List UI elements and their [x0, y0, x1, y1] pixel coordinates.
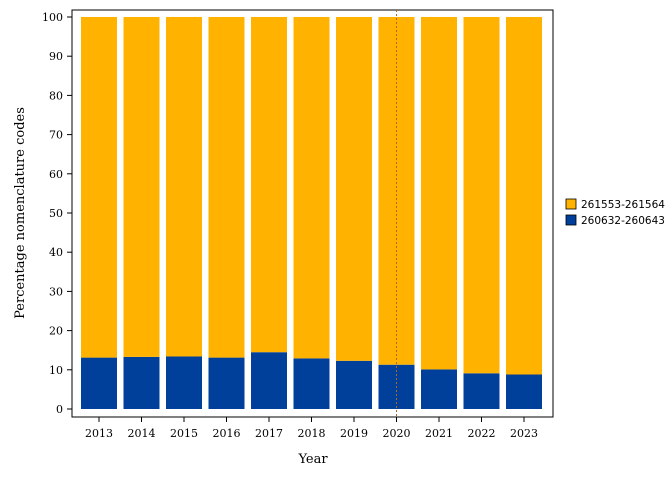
- bar-segment-2017-series-2: [251, 17, 287, 353]
- x-tick-label-2023: 2023: [510, 427, 538, 440]
- y-axis-title: Percentage nomenclature codes: [13, 107, 28, 319]
- y-axis: 0 10 20 30 40 50 60 70 80 90 100: [42, 11, 72, 416]
- x-axis-title: Year: [297, 452, 328, 467]
- y-tick-label-40: 40: [49, 246, 63, 259]
- bar-segment-2019-series-1: [336, 360, 372, 409]
- bar-segment-2023-series-2: [506, 17, 542, 375]
- legend-swatch-260632-260643: [565, 214, 577, 226]
- x-tick-label-2013: 2013: [85, 427, 113, 440]
- legend: 261553-261564 260632-260643: [565, 198, 665, 227]
- bars-group: [81, 17, 542, 409]
- bar-segment-2014-series-2: [123, 17, 160, 357]
- bar-segment-2016-series-2: [208, 17, 245, 358]
- bar-segment-2017-series-1: [251, 352, 287, 409]
- bar-segment-2015-series-1: [166, 356, 202, 409]
- bar-segment-2014-series-1: [123, 356, 160, 409]
- y-tick-label-80: 80: [49, 89, 63, 102]
- y-tick-label-50: 50: [49, 207, 63, 220]
- bar-segment-2018-series-2: [293, 17, 330, 359]
- bar-segment-2015-series-2: [166, 17, 202, 357]
- y-tick-label-70: 70: [49, 129, 63, 142]
- x-tick-label-2016: 2016: [213, 427, 241, 440]
- x-tick-label-2022: 2022: [468, 427, 496, 440]
- x-axis: 2013 2014 2015 2016 2017 2018 2019 2020 2021 2022…: [85, 417, 538, 440]
- x-tick-label-2019: 2019: [340, 427, 368, 440]
- y-tick-label-60: 60: [49, 168, 63, 181]
- x-tick-label-2021: 2021: [425, 427, 453, 440]
- y-tick-label-20: 20: [49, 325, 63, 338]
- bar-segment-2013-series-2: [81, 17, 117, 358]
- bar-segment-2021-series-2: [421, 17, 457, 370]
- x-tick-label-2020: 2020: [383, 427, 411, 440]
- bar-segment-2023-series-1: [506, 374, 542, 409]
- bar-segment-2022-series-2: [463, 17, 500, 374]
- x-tick-label-2014: 2014: [128, 427, 156, 440]
- bar-segment-2016-series-1: [208, 357, 245, 409]
- bar-segment-2022-series-1: [463, 373, 500, 409]
- y-tick-label-30: 30: [49, 285, 63, 298]
- bar-segment-2019-series-2: [336, 17, 372, 361]
- x-tick-label-2017: 2017: [255, 427, 283, 440]
- x-tick-label-2015: 2015: [170, 427, 198, 440]
- bar-segment-2021-series-1: [421, 369, 457, 409]
- legend-label-260632-260643: 260632-260643: [581, 215, 665, 227]
- y-tick-label-100: 100: [42, 11, 63, 24]
- y-tick-label-10: 10: [49, 364, 63, 377]
- y-tick-label-90: 90: [49, 50, 63, 63]
- bar-segment-2013-series-1: [81, 357, 117, 409]
- y-tick-label-0: 0: [56, 403, 63, 416]
- bar-segment-2018-series-1: [293, 358, 330, 409]
- x-tick-label-2018: 2018: [298, 427, 326, 440]
- legend-label-261553-261564: 261553-261564: [581, 199, 665, 211]
- legend-swatch-261553-261564: [565, 198, 577, 210]
